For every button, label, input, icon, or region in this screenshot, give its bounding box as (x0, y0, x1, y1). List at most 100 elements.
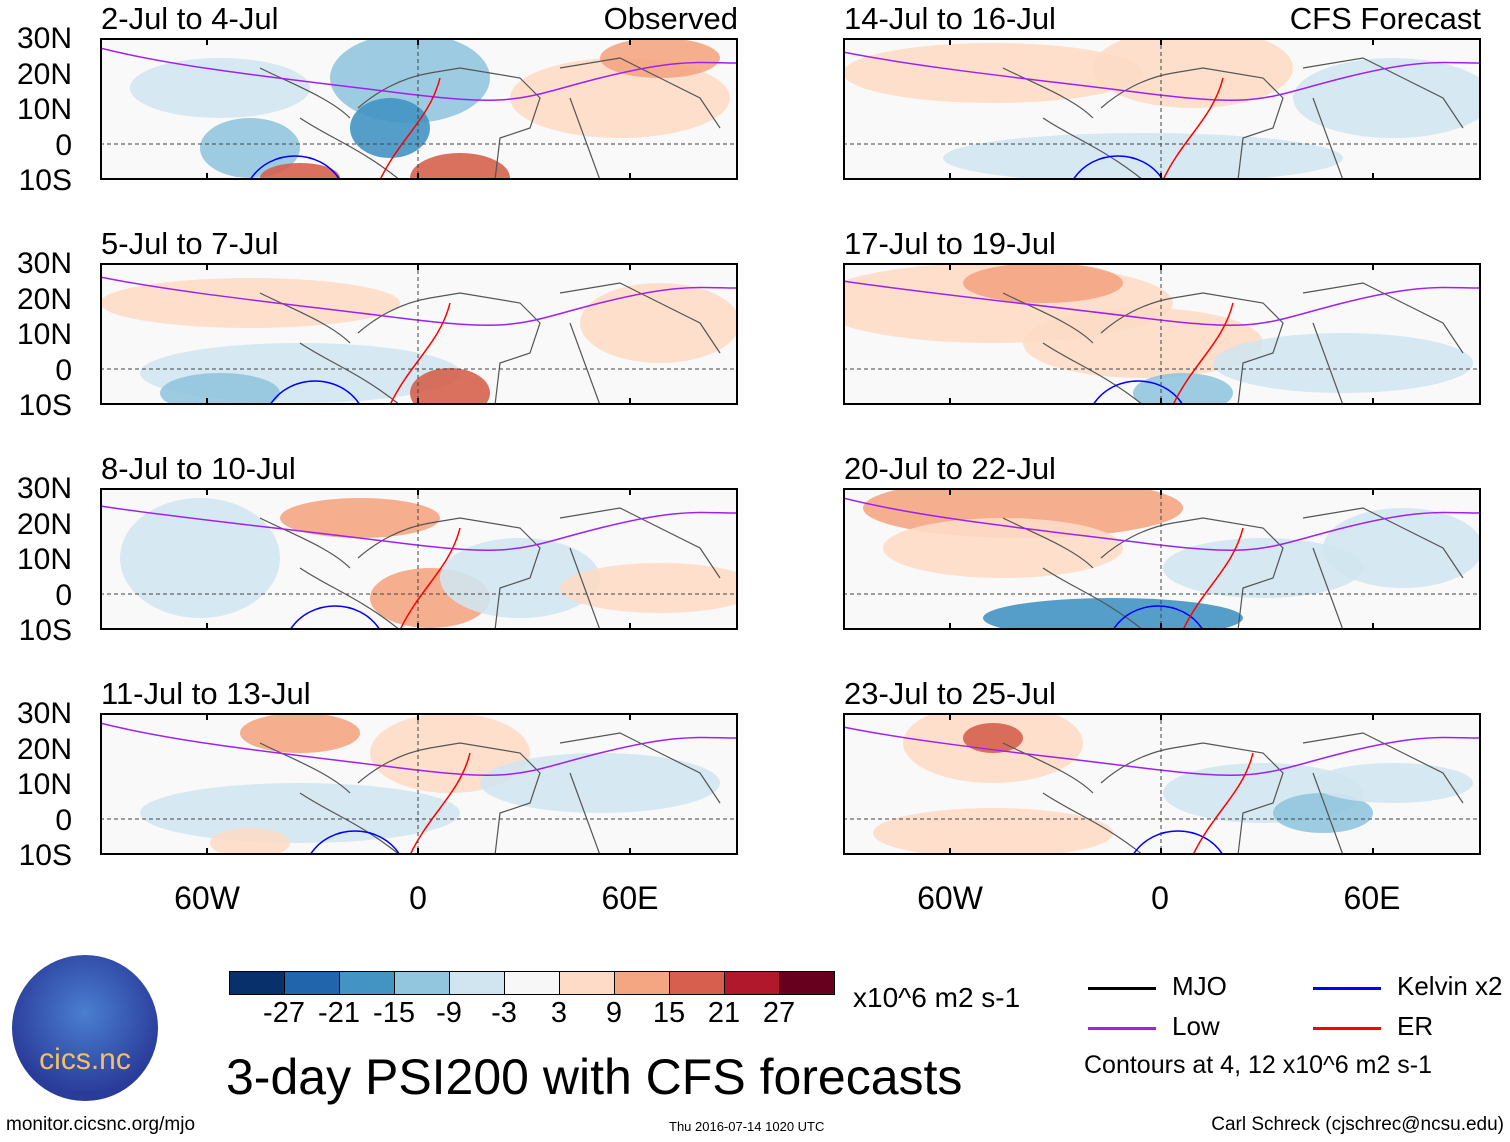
legend-label: Low (1172, 1011, 1220, 1041)
footer-author: Carl Schreck (cjschrec@ncsu.edu) (1211, 1114, 1504, 1135)
kelvin-contour (1092, 380, 1184, 406)
psi-anomaly-shading (240, 713, 360, 753)
cics-logo: cics.nc (12, 955, 158, 1101)
kelvin-contour (1132, 830, 1224, 856)
kelvin-contour (309, 830, 401, 856)
lon-label: 60E (1343, 880, 1401, 916)
lon-label: 60W (917, 880, 983, 916)
colorbar-tick-label: 21 (707, 997, 741, 1029)
colorbar-swatch (780, 972, 835, 994)
legend-label: Kelvin x2 (1397, 971, 1503, 1001)
panel-title: 5-Jul to 7-Jul (101, 226, 279, 261)
logo-text: cics.nc (39, 1043, 131, 1076)
er-contour (399, 527, 461, 631)
low-contour (842, 51, 1482, 101)
colorbar-swatch (670, 972, 725, 994)
legend-swatch (1088, 1027, 1156, 1030)
panel-title: 11-Jul to 13-Jul (101, 676, 311, 711)
colorbar-swatch (450, 972, 505, 994)
lat-label: 20N (16, 57, 72, 91)
colorbar-tick-label: 9 (605, 997, 623, 1029)
contour-note: Contours at 4, 12 x10^6 m2 s-1 (1084, 1051, 1433, 1079)
figure-title: 3-day PSI200 with CFS forecasts (226, 1049, 963, 1105)
psi-anomaly-shading (883, 518, 1123, 578)
er-contour (379, 77, 441, 181)
er-contour (409, 752, 471, 856)
low-contour (99, 722, 739, 776)
psi-anomaly-shading (1323, 508, 1483, 588)
footer-url[interactable]: monitor.cicsnc.org/mjo (6, 1114, 196, 1135)
kelvin-contour (249, 155, 341, 181)
lat-label: 0 (55, 578, 72, 612)
panel-source-label: Observed (603, 1, 738, 36)
psi-anomaly-shading (440, 538, 600, 618)
er-contour (1182, 527, 1244, 631)
colorbar-tick-label: -15 (373, 997, 415, 1029)
colorbar-swatch (615, 972, 670, 994)
kelvin-contour (289, 605, 381, 631)
er-contour (1192, 752, 1254, 856)
psi-anomaly-shading (1313, 763, 1473, 803)
colorbar-swatch (285, 972, 340, 994)
legend-swatch (1313, 987, 1381, 990)
coastlines (259, 732, 721, 856)
low-contour (842, 497, 1482, 551)
map-panel (842, 703, 1482, 858)
psi-anomaly-shading (280, 498, 440, 538)
lat-label: 10S (18, 614, 72, 647)
colorbar-tick-label: -3 (491, 997, 517, 1029)
map-field (99, 263, 740, 418)
legend-swatch (1088, 987, 1156, 990)
psi-anomaly-shading (140, 783, 460, 843)
psi-anomaly-shading (510, 58, 730, 138)
colorbar (229, 971, 835, 995)
lat-label: 10S (18, 389, 72, 422)
map-field (842, 28, 1493, 183)
lon-label: 60E (601, 880, 659, 916)
lat-label: 30N (16, 247, 72, 280)
low-contour (99, 276, 739, 326)
low-contour (842, 280, 1482, 326)
lon-label: 60W (174, 880, 240, 916)
map-panel (99, 713, 739, 858)
panel-title: 8-Jul to 10-Jul (101, 451, 296, 486)
map-panel (842, 478, 1483, 638)
psi-anomaly-shading (1273, 793, 1373, 833)
lat-label: 10N (16, 768, 72, 801)
lat-label: 10N (16, 543, 72, 576)
lat-label: 20N (16, 507, 72, 541)
panel-title: 14-Jul to 16-Jul (844, 1, 1056, 36)
lat-label: 10S (18, 839, 72, 872)
panel-title: 23-Jul to 25-Jul (844, 676, 1056, 711)
panel-title: 17-Jul to 19-Jul (844, 226, 1056, 261)
colorbar-tick-label: -21 (318, 997, 360, 1029)
coastlines (1002, 282, 1464, 406)
coastlines (259, 507, 721, 631)
map-field (842, 478, 1483, 638)
colorbar-tick-label: 3 (550, 997, 568, 1029)
colorbar-swatch (505, 972, 560, 994)
low-contour (99, 505, 739, 551)
psi-anomaly-shading (120, 498, 280, 618)
coastlines (1002, 507, 1464, 631)
panel-title: 2-Jul to 4-Jul (101, 1, 279, 36)
panel-source-label: CFS Forecast (1289, 1, 1481, 36)
psi-anomaly-shading (480, 753, 720, 813)
low-contour (99, 47, 739, 101)
lat-label: 30N (16, 22, 72, 55)
low-contour (842, 726, 1482, 776)
coastlines (1002, 57, 1464, 181)
lon-label: 0 (1151, 880, 1169, 916)
lat-label: 30N (16, 472, 72, 505)
lat-label: 10S (18, 164, 72, 197)
kelvin-contour (1072, 155, 1164, 181)
map-panel (813, 263, 1482, 413)
coastlines (259, 57, 721, 181)
psi-anomaly-shading (580, 283, 740, 363)
legend-label: MJO (1172, 971, 1227, 1001)
lon-label: 0 (409, 880, 427, 916)
map-field (842, 703, 1482, 858)
psi-anomaly-shading (1023, 308, 1263, 378)
panel-title: 20-Jul to 22-Jul (844, 451, 1056, 486)
